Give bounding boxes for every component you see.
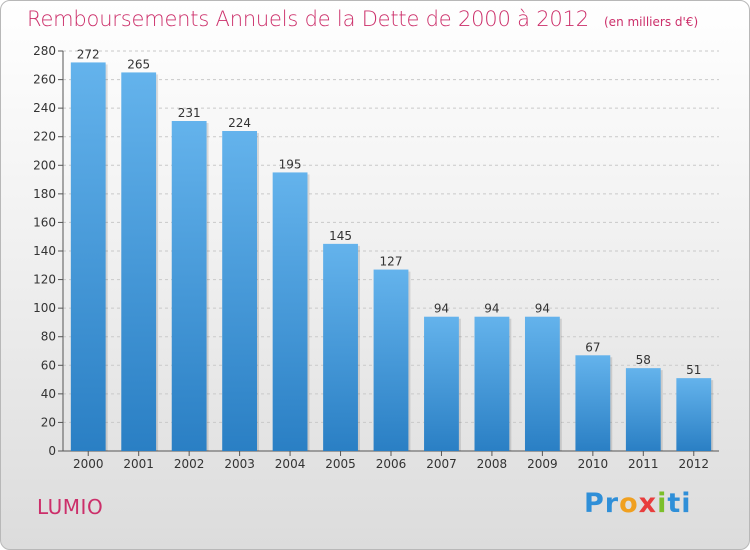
axis-layer: 0 20 40 60 80 100 120 140 160 180 200 220 240 260 280 2… xyxy=(33,44,719,471)
label-layer: 272 265 231 224 195 145 127 94 94 94 67 58 51 xyxy=(77,47,702,377)
bar-layer xyxy=(70,62,714,452)
bar-value-label: 145 xyxy=(329,229,352,243)
bar-value-label: 265 xyxy=(127,57,150,71)
chart-subtitle: (en milliers d'€) xyxy=(604,15,699,29)
bar xyxy=(676,378,712,451)
chart-title: Remboursements Annuels de la Dette de 20… xyxy=(27,7,589,31)
x-tick-label: 2008 xyxy=(477,457,508,471)
bar-value-label: 127 xyxy=(380,255,403,269)
x-tick-label: 2001 xyxy=(123,457,154,471)
bar xyxy=(70,62,106,452)
bar xyxy=(171,121,207,451)
bar-value-label: 272 xyxy=(77,47,100,61)
bar-value-label: 94 xyxy=(484,302,499,316)
x-tick-label: 2000 xyxy=(73,457,104,471)
logo-part: o xyxy=(619,488,639,519)
y-tick-label: 40 xyxy=(41,387,56,401)
y-tick-label: 80 xyxy=(41,330,56,344)
y-tick-label: 0 xyxy=(48,444,56,458)
x-tick-label: 2009 xyxy=(527,457,558,471)
town-name: LUMIO xyxy=(37,495,104,519)
proxiti-logo[interactable]: Proxiti xyxy=(584,488,692,519)
bar xyxy=(524,316,560,451)
bar-value-label: 67 xyxy=(585,340,600,354)
bar xyxy=(222,131,258,451)
bar-value-label: 231 xyxy=(178,106,201,120)
logo-part: ti xyxy=(667,488,692,519)
title-row: Remboursements Annuels de la Dette de 20… xyxy=(27,7,698,31)
x-tick-label: 2004 xyxy=(275,457,306,471)
y-tick-label: 60 xyxy=(41,358,56,372)
bar-value-label: 224 xyxy=(228,116,251,130)
y-tick-label: 120 xyxy=(33,273,56,287)
y-tick-label: 260 xyxy=(33,73,56,87)
x-tick-label: 2006 xyxy=(376,457,407,471)
x-tick-label: 2003 xyxy=(224,457,255,471)
logo-part: Pr xyxy=(584,488,620,519)
y-tick-label: 240 xyxy=(33,101,56,115)
logo-part: i xyxy=(657,488,668,519)
bar xyxy=(121,72,157,451)
bar xyxy=(323,243,358,451)
y-tick-label: 20 xyxy=(41,415,56,429)
y-tick-label: 280 xyxy=(33,44,56,58)
x-tick-label: 2011 xyxy=(628,457,659,471)
bar-value-label: 94 xyxy=(535,302,550,316)
y-tick-label: 100 xyxy=(33,301,56,315)
bar xyxy=(625,368,661,451)
bar-value-label: 58 xyxy=(636,353,651,367)
bar xyxy=(474,316,510,451)
bar xyxy=(373,269,409,451)
y-tick-label: 180 xyxy=(33,187,56,201)
x-tick-label: 2005 xyxy=(325,457,356,471)
bar xyxy=(424,316,459,451)
bar xyxy=(272,172,308,451)
logo-part: x xyxy=(638,488,658,519)
x-tick-label: 2002 xyxy=(174,457,205,471)
x-tick-label: 2007 xyxy=(426,457,457,471)
bar-value-label: 195 xyxy=(279,157,302,171)
bar-value-label: 94 xyxy=(434,302,449,316)
x-tick-label: 2010 xyxy=(578,457,609,471)
y-tick-label: 140 xyxy=(33,244,56,258)
bar-value-label: 51 xyxy=(686,363,701,377)
y-tick-label: 160 xyxy=(33,215,56,229)
bar xyxy=(575,355,611,451)
y-tick-label: 200 xyxy=(33,158,56,172)
x-tick-label: 2012 xyxy=(678,457,709,471)
y-tick-label: 220 xyxy=(33,130,56,144)
